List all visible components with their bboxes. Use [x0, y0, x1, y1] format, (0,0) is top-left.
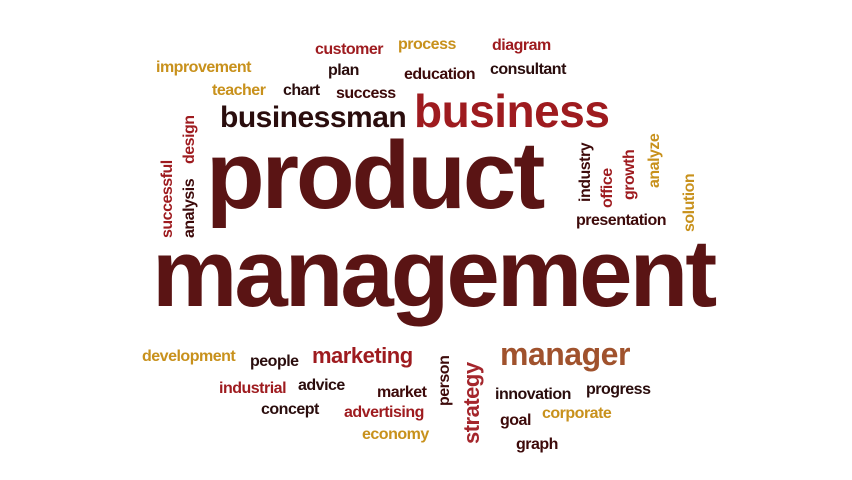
word-advice: advice: [298, 377, 345, 394]
word-businessman: businessman: [220, 101, 407, 134]
word-presentation: presentation: [576, 212, 667, 229]
word-industrial: industrial: [219, 380, 287, 397]
word-diagram: diagram: [492, 37, 551, 54]
word-education: education: [404, 66, 476, 83]
word-growth: growth: [621, 149, 638, 200]
word-chart: chart: [283, 82, 320, 99]
word-marketing: marketing: [312, 343, 413, 368]
word-progress: progress: [586, 381, 651, 398]
word-graph: graph: [516, 436, 558, 453]
word-office: office: [599, 168, 616, 208]
word-goal: goal: [500, 412, 531, 429]
word-management: management: [152, 220, 717, 327]
word-development: development: [142, 348, 236, 365]
word-improvement: improvement: [156, 59, 251, 76]
word-market: market: [377, 384, 427, 401]
word-concept: concept: [261, 401, 319, 418]
word-design: design: [181, 115, 198, 164]
word-economy: economy: [362, 426, 429, 443]
word-analyze: analyze: [646, 133, 663, 188]
word-business: business: [414, 85, 610, 137]
word-consultant: consultant: [490, 61, 566, 78]
word-innovation: innovation: [495, 386, 571, 403]
word-success: success: [336, 85, 396, 102]
word-process: process: [398, 36, 456, 53]
word-plan: plan: [328, 62, 359, 79]
word-product: product: [206, 122, 545, 229]
word-teacher: teacher: [212, 82, 266, 99]
word-person: person: [436, 355, 453, 406]
word-manager: manager: [500, 336, 630, 372]
word-industry: industry: [577, 142, 594, 202]
word-strategy: strategy: [459, 362, 484, 444]
word-advertising: advertising: [344, 404, 424, 421]
word-corporate: corporate: [542, 405, 612, 422]
word-customer: customer: [315, 41, 384, 58]
word-people: people: [250, 353, 299, 370]
